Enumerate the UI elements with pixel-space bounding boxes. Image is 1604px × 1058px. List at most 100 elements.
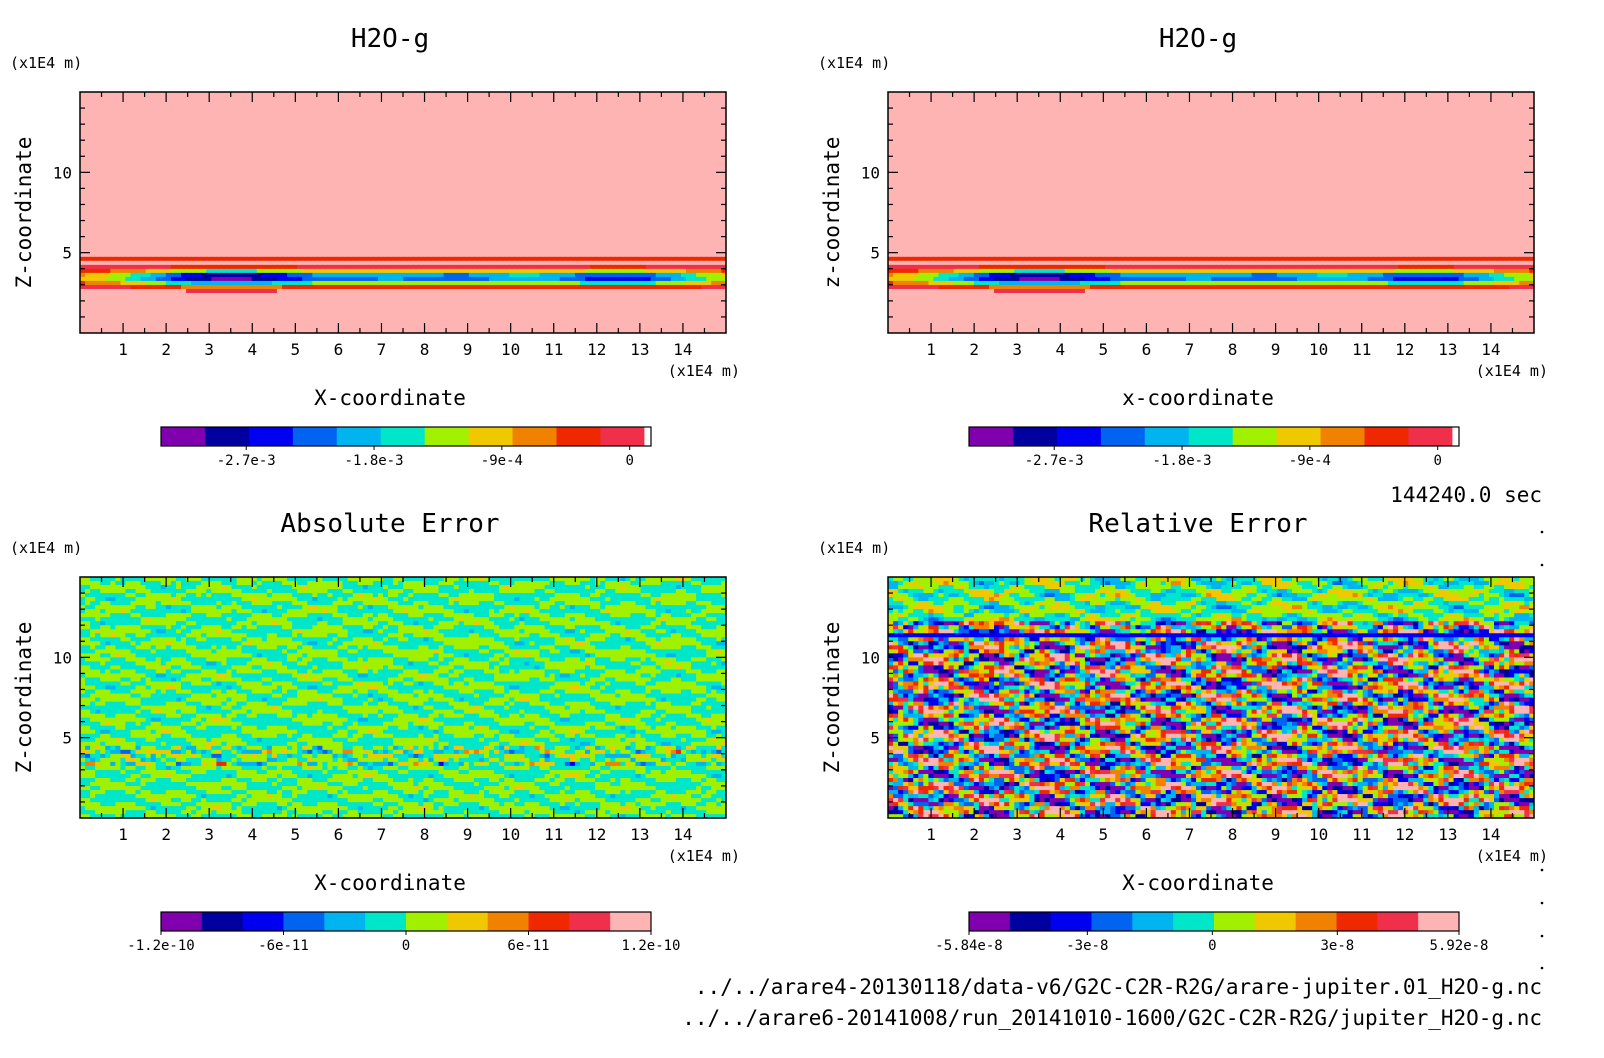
heatmap-cell — [650, 104, 657, 109]
heatmap-cell — [574, 188, 581, 194]
heatmap-cell — [716, 124, 722, 129]
heatmap-cell — [610, 180, 616, 186]
heatmap-cell — [221, 160, 228, 165]
heatmap-cell — [413, 144, 419, 149]
heatmap-cell — [145, 120, 152, 125]
heatmap-cell — [696, 204, 702, 210]
heatmap-cell — [499, 212, 505, 218]
heatmap-cell — [514, 188, 520, 194]
heatmap-cell — [569, 180, 576, 186]
heatmap-cell — [665, 228, 672, 234]
heatmap-cell — [554, 196, 561, 202]
heatmap-cell — [276, 164, 283, 169]
heatmap-cell — [226, 196, 233, 202]
heatmap-cell — [352, 108, 359, 113]
heatmap-cell — [686, 92, 692, 97]
heatmap-cell — [241, 232, 248, 238]
heatmap-cell — [428, 96, 435, 101]
heatmap-cell — [292, 240, 298, 246]
heatmap-cell — [524, 172, 531, 178]
heatmap-cell — [691, 144, 697, 149]
heatmap-cell — [433, 200, 440, 206]
heatmap-cell — [408, 96, 414, 101]
heatmap-cell — [413, 124, 419, 129]
heatmap-cell — [226, 204, 233, 210]
heatmap-cell — [645, 148, 652, 153]
heatmap-cell — [85, 144, 91, 149]
heatmap-cell — [529, 212, 536, 218]
heatmap-cell — [625, 244, 632, 250]
heatmap-cell — [165, 144, 172, 149]
heatmap-cell — [635, 128, 642, 133]
heatmap-cell — [564, 216, 571, 222]
heatmap-cell — [544, 100, 551, 105]
heatmap-cell — [181, 112, 187, 117]
heatmap-cell — [691, 100, 697, 105]
heatmap-cell — [241, 144, 248, 149]
heatmap-cell — [388, 128, 394, 133]
heatmap-cell — [337, 224, 344, 230]
heatmap-cell — [246, 108, 253, 113]
heatmap-cell — [362, 156, 369, 161]
heatmap-cell — [165, 232, 172, 238]
heatmap-cell — [438, 232, 445, 238]
heatmap-cell — [241, 244, 248, 250]
heatmap-cell — [569, 236, 576, 242]
heatmap-cell — [433, 220, 440, 226]
heatmap-cell — [585, 160, 591, 165]
heatmap-cell — [352, 244, 359, 250]
heatmap-cell — [686, 96, 692, 101]
heatmap-cell — [352, 236, 359, 242]
heatmap-cell — [297, 244, 303, 250]
heatmap-cell — [600, 128, 606, 133]
heatmap-cell — [362, 244, 369, 250]
heatmap-cell — [645, 140, 652, 145]
heatmap-cell — [660, 160, 667, 165]
heatmap-cell — [696, 196, 702, 202]
heatmap-cell — [312, 96, 318, 101]
heatmap-cell — [135, 148, 142, 153]
heatmap-cell — [135, 152, 142, 157]
heatmap-cell — [605, 104, 611, 109]
heatmap-cell — [453, 188, 460, 194]
heatmap-cell — [266, 184, 273, 190]
heatmap-cell — [489, 236, 495, 242]
heatmap-cell — [544, 104, 551, 109]
heatmap-cell — [686, 140, 692, 145]
heatmap-cell — [211, 108, 217, 113]
heatmap-cell — [499, 172, 505, 178]
heatmap-cell — [125, 148, 132, 153]
heatmap-cell — [529, 200, 536, 206]
heatmap-cell — [125, 112, 132, 117]
heatmap-cell — [327, 244, 334, 250]
heatmap-cell — [85, 240, 91, 246]
heatmap-cell — [650, 232, 657, 238]
heatmap-cell — [665, 132, 672, 137]
heatmap-cell — [569, 188, 576, 194]
heatmap-cell — [473, 180, 480, 186]
heatmap-cell — [549, 240, 556, 246]
heatmap-cell — [655, 224, 662, 230]
heatmap-cell — [246, 140, 253, 145]
heatmap-cell — [332, 204, 339, 210]
heatmap-cell — [519, 104, 525, 109]
heatmap-cell — [433, 244, 440, 250]
heatmap-cell — [494, 132, 500, 137]
heatmap-cell — [175, 180, 182, 186]
heatmap-cell — [347, 120, 354, 125]
heatmap-cell — [433, 204, 440, 210]
heatmap-cell — [478, 188, 485, 194]
heatmap-cell — [100, 96, 106, 101]
heatmap-cell — [170, 124, 177, 129]
heatmap-cell — [539, 228, 546, 234]
heatmap-cell — [327, 192, 334, 198]
heatmap-cell — [393, 236, 399, 242]
heatmap-cell — [236, 164, 243, 169]
heatmap-cell — [282, 164, 288, 169]
heatmap-cell — [544, 164, 551, 169]
heatmap-cell — [135, 120, 142, 125]
heatmap-cell — [332, 128, 339, 133]
heatmap-cell — [398, 184, 404, 190]
heatmap-cell — [696, 128, 702, 133]
heatmap-cell — [458, 92, 465, 97]
